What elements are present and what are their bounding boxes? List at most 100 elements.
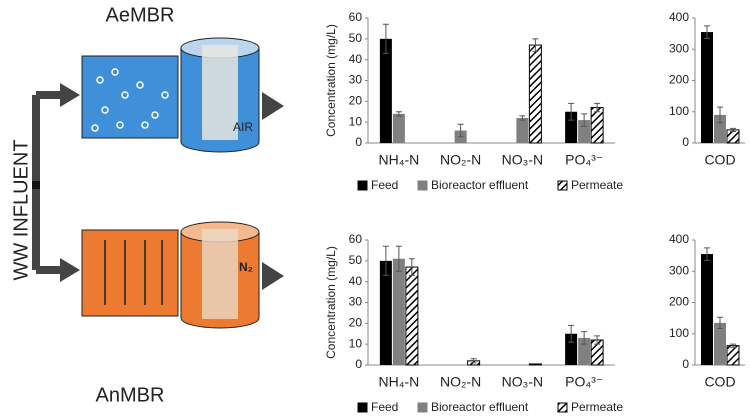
bar	[392, 113, 405, 143]
error-bar	[717, 106, 723, 124]
bar	[379, 38, 392, 144]
y-tick-label: 20	[349, 94, 363, 108]
y-tick-label: 200	[669, 295, 689, 309]
legend-swatch	[357, 180, 368, 191]
bar	[516, 118, 529, 143]
y-tick-label: 30	[349, 73, 363, 87]
x-tick-label: COD	[704, 152, 735, 168]
x-tick-label: NO₃-N	[502, 374, 543, 390]
x-tick-label: COD	[704, 374, 735, 390]
legend-label: Feed	[371, 178, 398, 192]
bar	[578, 337, 591, 365]
x-tick-label: NO₃-N	[502, 152, 543, 168]
error-bar	[382, 23, 389, 54]
y-tick-label: 40	[349, 52, 363, 66]
bar	[726, 345, 740, 366]
bar	[528, 44, 542, 144]
legend-label: Permeate	[571, 178, 623, 192]
y-tick-label: 300	[669, 263, 689, 277]
x-tick-label: PO₄³⁻	[565, 374, 603, 390]
y-axis-title: Concentration (mg/L)	[324, 24, 338, 137]
gas-label: N₂	[239, 260, 253, 274]
legend-label: Bioreactor effluent	[431, 178, 529, 192]
membrane-module	[202, 45, 238, 140]
bar	[714, 322, 726, 365]
y-tick-label: 100	[669, 104, 689, 118]
bar	[565, 111, 578, 143]
error-bar	[568, 102, 575, 121]
error-bar	[730, 343, 736, 348]
error-bar	[717, 316, 723, 329]
y-tick-label: 20	[349, 316, 363, 330]
y-tick-label: 10	[349, 336, 363, 350]
x-tick-label: NO₂-N	[440, 374, 481, 390]
bar	[379, 260, 392, 365]
error-bar	[470, 358, 477, 364]
y-tick-label: 40	[349, 274, 363, 288]
membrane-module	[202, 229, 238, 319]
bar	[565, 333, 578, 365]
error-bar	[568, 324, 575, 343]
aembr-label: AeMBR	[106, 4, 175, 26]
arrow	[60, 83, 80, 107]
bar	[405, 266, 419, 366]
error-bar	[408, 258, 415, 276]
arrow	[262, 262, 284, 290]
arrow	[262, 92, 284, 120]
y-tick-label: 60	[349, 232, 363, 246]
bubbles	[91, 68, 169, 132]
x-tick-label: NO₂-N	[440, 152, 481, 168]
error-bar	[395, 245, 402, 272]
process-diagram: WW INFLUENT AeMBR AIR AnMBR N₂	[10, 4, 284, 406]
y-tick-label: 300	[669, 41, 689, 55]
x-tick-label: NH₄-N	[379, 374, 420, 390]
error-bar	[704, 25, 710, 39]
bar	[714, 114, 726, 143]
legend-swatch	[557, 180, 568, 191]
y-tick-label: 400	[669, 232, 689, 246]
y-tick-label: 50	[349, 31, 363, 45]
legend-swatch	[357, 402, 368, 413]
legend-swatch	[557, 402, 568, 413]
bar	[701, 32, 713, 143]
anaerobic-tank	[81, 229, 179, 317]
y-tick-label: 50	[349, 253, 363, 267]
error-bar	[704, 247, 710, 261]
error-bar	[532, 38, 539, 52]
error-bar	[519, 115, 526, 121]
legend-label: Permeate	[571, 400, 623, 414]
junction	[32, 181, 40, 189]
error-bar	[594, 102, 601, 113]
error-bar	[581, 331, 588, 345]
x-tick-label: NH₄-N	[379, 152, 420, 168]
y-tick-label: 0	[682, 135, 689, 149]
y-tick-label: 0	[682, 357, 689, 371]
y-tick-label: 30	[349, 295, 363, 309]
x-tick-label: PO₄³⁻	[565, 152, 603, 168]
error-bar	[457, 123, 464, 138]
y-axis-title: Concentration (mg/L)	[324, 246, 338, 359]
y-tick-label: 0	[355, 357, 362, 371]
y-tick-label: 100	[669, 326, 689, 340]
y-tick-label: 10	[349, 114, 363, 128]
arrow	[60, 258, 80, 282]
error-bar	[395, 111, 402, 117]
error-bar	[730, 127, 736, 132]
legend-swatch	[417, 180, 428, 191]
gas-label: AIR	[233, 120, 253, 134]
error-bar	[581, 113, 588, 127]
bar	[392, 258, 405, 365]
y-tick-label: 60	[349, 10, 363, 24]
legend-swatch	[417, 402, 428, 413]
anmbr-label: AnMBR	[96, 384, 165, 406]
y-tick-label: 200	[669, 73, 689, 87]
error-bar	[594, 335, 601, 345]
legend-label: Bioreactor effluent	[431, 400, 529, 414]
y-tick-label: 0	[355, 135, 362, 149]
bar	[590, 107, 604, 144]
bar	[528, 363, 542, 366]
influent-label: WW INFLUENT	[10, 139, 32, 280]
bar	[578, 120, 591, 143]
y-tick-label: 400	[669, 10, 689, 24]
